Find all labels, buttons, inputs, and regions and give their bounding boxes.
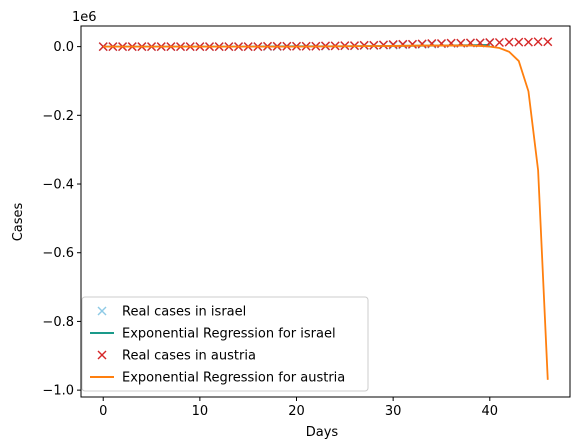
y-tick-label: −0.4 [42,178,74,193]
y-tick-label: −0.8 [42,315,74,330]
x-tick-label: 10 [192,404,209,419]
legend-label-0: Real cases in israel [122,305,246,320]
series-line-3 [103,44,549,380]
legend-box [81,296,369,392]
plot-frame [80,25,571,398]
x-axis-label: Days [306,425,339,440]
data-point-series-2 [494,37,504,47]
data-point-series-2 [523,37,533,47]
x-tick-label: 20 [288,404,305,419]
data-point-series-2 [543,37,553,47]
x-tick-label: 40 [482,404,499,419]
legend-swatch-0 [97,306,107,316]
plot-area [98,37,553,380]
y-tick-label: −0.2 [42,109,74,124]
data-point-series-2 [407,39,417,49]
data-point-series-2 [533,37,543,47]
data-point-series-2 [485,37,495,47]
x-tick-label: 30 [385,404,402,419]
y-offset-label: 1e6 [72,10,97,25]
data-point-series-2 [378,40,388,50]
legend-swatch-2 [97,350,107,360]
data-point-series-2 [417,39,427,49]
y-tick-label: 0.0 [53,40,74,55]
legend-label-2: Real cases in austria [122,349,256,364]
axes: 0 10 20 30 40 0.0 −0.2 −0.4 −0.6 −0.8 −1.0 [42,25,571,419]
x-tick-label: 0 [99,404,107,419]
data-point-series-2 [388,40,398,50]
data-point-series-2 [504,37,514,47]
data-point-series-2 [398,39,408,49]
legend-label-3: Exponential Regression for austria [122,371,345,386]
y-tick-label: −1.0 [42,384,74,399]
legend-label-1: Exponential Regression for israel [122,327,336,342]
y-tick-label: −0.6 [42,246,74,261]
data-point-series-2 [98,42,108,52]
data-point-series-2 [514,37,524,47]
y-axis-label: Cases [11,202,26,241]
legend: Real cases in israel Exponential Regressi… [81,296,369,392]
